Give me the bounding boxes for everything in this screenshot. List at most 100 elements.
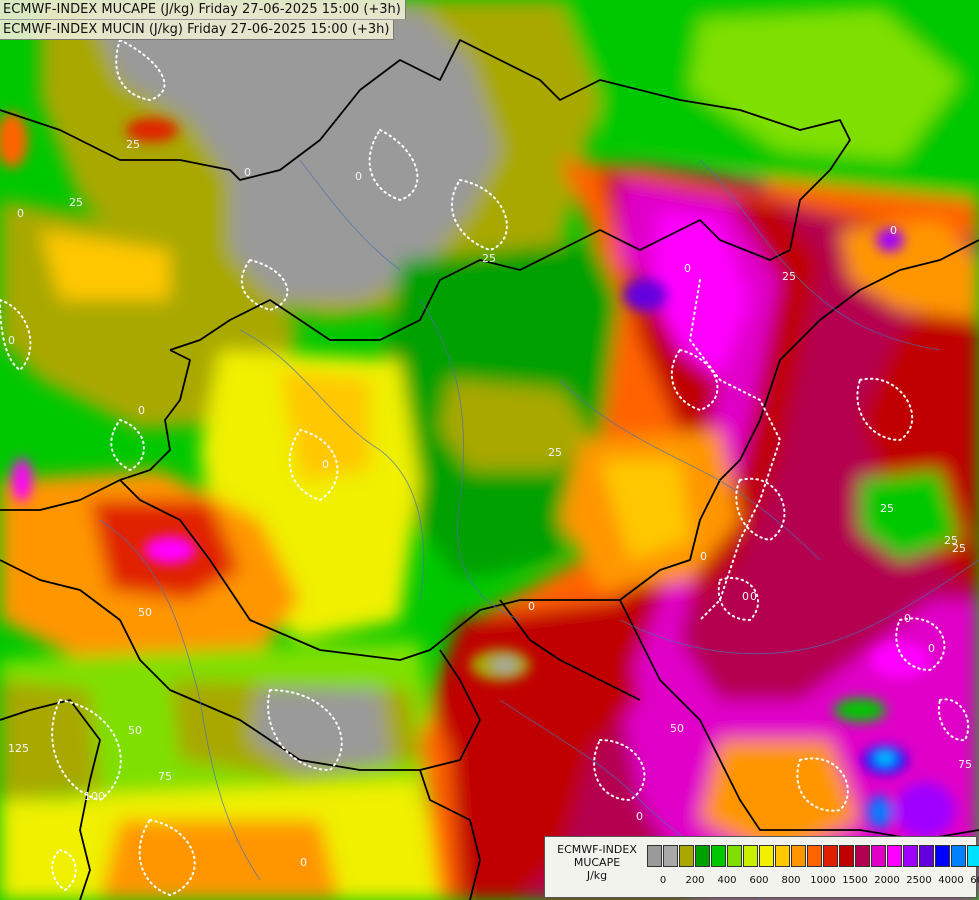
cin-label: 125 (8, 742, 29, 755)
legend-swatch (935, 845, 950, 867)
legend-tick-label: 2500 (906, 875, 932, 886)
river-2 (419, 299, 521, 621)
cin-label: 75 (158, 770, 172, 783)
peak-purple-north (623, 279, 667, 311)
cin-contour-1 (115, 38, 166, 102)
legend-swatch (839, 845, 854, 867)
border-west-south (119, 239, 979, 661)
cin-contour-5 (288, 428, 339, 502)
border-southwest-a (0, 559, 481, 771)
legend-swatch (951, 845, 966, 867)
cin-contour-8 (735, 477, 786, 542)
map-title-mucin: ECMWF-INDEX MUCIN (J/kg) Friday 27-06-20… (0, 20, 395, 40)
legend-swatch (807, 845, 822, 867)
cin-contour-2 (368, 128, 419, 202)
legend-tick-label: 1000 (810, 875, 836, 886)
legend-title: ECMWF-INDEX MUCAPE J/kg (545, 843, 649, 882)
river-1 (239, 329, 425, 601)
cin-label: 25 (482, 252, 496, 265)
legend-swatch (759, 845, 774, 867)
region-lime-ne (690, 10, 960, 160)
cin-label: 50 (138, 606, 152, 619)
cin-label: 25 (126, 138, 140, 151)
legend-swatch (775, 845, 790, 867)
legend-swatches (647, 845, 979, 867)
cin-label: 100 (84, 790, 105, 803)
legend-swatch (727, 845, 742, 867)
border-east-inner (499, 599, 641, 701)
cin-contour-3 (450, 178, 508, 252)
legend-tick-label: 600 (749, 875, 769, 886)
region-pink-core (650, 210, 750, 380)
legend-swatch (647, 845, 662, 867)
cin-label: 0 (636, 810, 643, 823)
region-dark-red-center-south (430, 600, 640, 780)
legend-swatch (711, 845, 726, 867)
cin-contour-19 (0, 298, 32, 372)
cin-contour-13 (267, 688, 343, 772)
cin-label: 0 (750, 590, 757, 603)
region-olive-central (440, 380, 590, 470)
legend-tick-label: 800 (781, 875, 801, 886)
river-4 (619, 559, 979, 655)
cin-label: 25 (880, 502, 894, 515)
cin-label: 0 (322, 458, 329, 471)
legend-tick-label: 0 (659, 875, 667, 886)
legend-swatch (919, 845, 934, 867)
legend-tick-label: 400 (717, 875, 737, 886)
cin-label: 0 (742, 590, 749, 603)
peak-pink-east (870, 642, 930, 678)
peak-gray-pocket (493, 658, 517, 672)
cin-contour-10 (895, 617, 946, 672)
legend-swatch (695, 845, 710, 867)
cin-contour-12 (51, 698, 122, 802)
legend-swatch (743, 845, 758, 867)
border-south (419, 769, 481, 900)
cin-contour-15 (688, 279, 782, 621)
legend-tick-label: 6000 (970, 875, 979, 886)
peak-red-nw (126, 118, 178, 142)
legend-swatch (663, 845, 678, 867)
color-legend: ECMWF-INDEX MUCAPE J/kg 0 200 400 600 800 100… (544, 836, 979, 898)
cin-contour-14 (138, 818, 196, 897)
cin-label: 0 (700, 550, 707, 563)
cin-label: 0 (355, 170, 362, 183)
cin-labels: 0 0 25 25 0 25 25 0 25 0 0 50 0 25 0 0 0… (8, 138, 972, 869)
peak-pink-west (144, 536, 196, 564)
legend-swatch (855, 845, 870, 867)
cin-label: 0 (8, 334, 15, 347)
legend-tick-label: 2000 (874, 875, 900, 886)
river-5 (99, 519, 261, 881)
mucin-contours (0, 38, 970, 897)
peak-red-far-west (0, 112, 28, 168)
cin-label: 25 (69, 196, 83, 209)
border-southwest-b (0, 699, 101, 900)
legend-unit: J/kg (586, 869, 608, 882)
mucape-peaks (0, 112, 955, 838)
cin-label: 0 (684, 262, 691, 275)
region-gray-north (90, 10, 500, 300)
cin-label: 0 (890, 224, 897, 237)
legend-swatch (871, 845, 886, 867)
map-title-mucape: ECMWF-INDEX MUCAPE (J/kg) Friday 27-06-2… (0, 0, 406, 20)
legend-swatch (967, 845, 979, 867)
region-orange-west (40, 230, 170, 300)
cin-label: 0 (17, 207, 24, 220)
legend-swatch (903, 845, 918, 867)
cin-label: 75 (958, 758, 972, 771)
peak-cyan-se (875, 752, 895, 764)
country-borders (0, 39, 979, 900)
legend-swatch (791, 845, 806, 867)
cin-label: 0 (928, 642, 935, 655)
cin-contour-9 (856, 377, 914, 442)
peak-blue-se2 (868, 796, 892, 828)
legend-ticks: 0 200 400 600 800 1000 1500 2000 2500 4000 6000 (647, 875, 979, 889)
cin-contour-18 (937, 698, 970, 742)
cin-label: 25 (548, 446, 562, 459)
peak-green-pocket-se (834, 698, 886, 722)
cin-contour-20 (51, 848, 77, 892)
region-orange-sw-bottom (100, 820, 340, 900)
cin-label: 0 (904, 612, 911, 625)
